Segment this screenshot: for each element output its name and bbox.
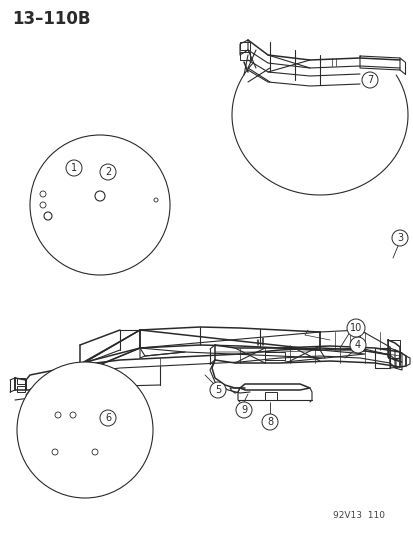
Text: 9: 9 xyxy=(240,405,247,415)
Circle shape xyxy=(17,362,153,498)
Text: 92V13  110: 92V13 110 xyxy=(332,511,384,520)
Bar xyxy=(240,52,249,60)
Circle shape xyxy=(52,449,58,455)
Text: 1: 1 xyxy=(71,163,77,173)
Circle shape xyxy=(391,230,407,246)
Circle shape xyxy=(55,412,61,418)
Circle shape xyxy=(154,198,158,202)
Circle shape xyxy=(66,160,82,176)
Circle shape xyxy=(349,337,365,353)
Bar xyxy=(264,392,276,400)
Circle shape xyxy=(44,212,52,220)
Circle shape xyxy=(40,191,46,197)
Text: 5: 5 xyxy=(214,385,221,395)
Circle shape xyxy=(261,414,277,430)
Circle shape xyxy=(235,402,252,418)
Bar xyxy=(17,386,25,392)
Circle shape xyxy=(361,72,377,88)
Circle shape xyxy=(346,319,364,337)
Text: 4: 4 xyxy=(354,340,360,350)
Circle shape xyxy=(70,412,76,418)
Bar xyxy=(240,42,249,50)
Text: 10: 10 xyxy=(349,323,361,333)
Circle shape xyxy=(100,164,116,180)
Text: 3: 3 xyxy=(396,233,402,243)
Text: 13–110B: 13–110B xyxy=(12,10,90,28)
Text: 7: 7 xyxy=(366,75,372,85)
Text: 2: 2 xyxy=(104,167,111,177)
Circle shape xyxy=(95,191,105,201)
Bar xyxy=(17,378,25,384)
Bar xyxy=(387,340,399,358)
Circle shape xyxy=(30,135,170,275)
Text: 8: 8 xyxy=(266,417,273,427)
Bar xyxy=(264,352,284,360)
Circle shape xyxy=(209,382,225,398)
Circle shape xyxy=(92,449,98,455)
Text: 6: 6 xyxy=(104,413,111,423)
Circle shape xyxy=(40,202,46,208)
Circle shape xyxy=(100,410,116,426)
